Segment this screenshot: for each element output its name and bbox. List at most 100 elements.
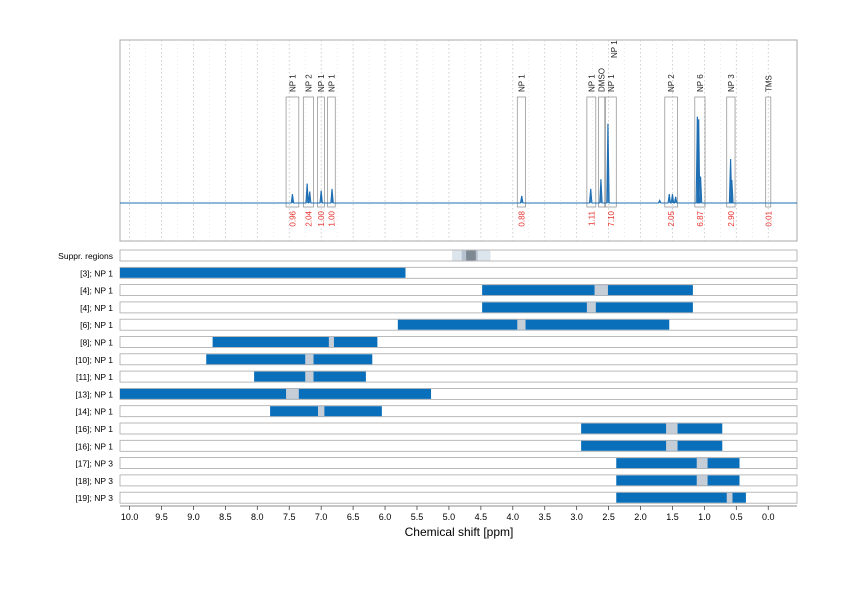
peak-region-label: NP 3 xyxy=(727,74,736,92)
range-row-frame xyxy=(119,422,798,435)
x-tick-label: 3.5 xyxy=(538,512,551,522)
peak-region-box xyxy=(694,96,706,208)
range-row-label: [14]; NP 1 xyxy=(75,407,113,417)
peak-region-label: NP 1 xyxy=(587,74,596,92)
x-tick-label: 4.0 xyxy=(507,512,520,522)
range-bar-gap xyxy=(666,423,678,434)
peak-region-box xyxy=(317,96,325,208)
peak-region-label: NP 6 xyxy=(696,74,705,92)
x-tick-label: 7.5 xyxy=(283,512,296,522)
x-tick-label: 3.0 xyxy=(570,512,583,522)
x-tick-label: 6.5 xyxy=(347,512,360,522)
x-tick-label: 2.0 xyxy=(634,512,647,522)
peak-region-box xyxy=(516,96,526,208)
range-row-frame xyxy=(119,457,798,470)
integral-value: 2.90 xyxy=(727,210,736,226)
peak-region-box xyxy=(327,96,336,208)
range-bar-gap xyxy=(286,388,299,399)
range-row-frame xyxy=(119,301,798,314)
x-axis: 10.0 9.5 9.0 8.5 8.0 7.5 7.0 6.5 6.0 5.5 5.0 4.5 4.0… xyxy=(120,505,797,522)
x-tick-label: 0.0 xyxy=(762,512,775,522)
range-bar-gap xyxy=(726,492,733,503)
integral-value: 6.87 xyxy=(696,210,705,226)
peak-region-label: NP 2 xyxy=(304,74,313,92)
range-bar xyxy=(270,406,382,417)
range-row-label: [6]; NP 1 xyxy=(80,320,113,330)
range-bar-gap xyxy=(594,285,608,296)
range-bar xyxy=(120,388,432,399)
range-bar xyxy=(581,440,723,451)
range-bar xyxy=(482,285,693,296)
range-bar-gap xyxy=(328,337,334,347)
integral-value: 2.05 xyxy=(667,210,676,226)
range-bar xyxy=(616,458,740,469)
peak-region-label: NP 1 xyxy=(317,74,326,92)
integral-value: 1.00 xyxy=(327,210,336,226)
integral-value: 7.10 xyxy=(607,210,616,226)
peak-region-label: DMSO xyxy=(598,68,607,92)
range-row-label: [8]; NP 1 xyxy=(80,338,113,348)
x-tick-label: 1.0 xyxy=(698,512,711,522)
range-bar-gap xyxy=(305,354,314,365)
range-row-frame xyxy=(119,353,798,366)
range-row-label: [11]; NP 1 xyxy=(76,372,113,382)
range-row-label: [3]; NP 1 xyxy=(80,268,113,278)
range-bar-gap xyxy=(696,475,708,486)
range-bar-gap xyxy=(305,371,314,382)
range-row-label: [16]; NP 1 xyxy=(75,441,113,451)
x-tick-label: 8.0 xyxy=(251,512,264,522)
range-row-label: [4]; NP 1 xyxy=(80,286,113,296)
range-row-label: [19]; NP 3 xyxy=(75,493,113,503)
peak-region-box xyxy=(664,96,678,208)
x-tick-label: 8.5 xyxy=(219,512,232,522)
range-bar xyxy=(397,319,670,330)
suppressed-region-core xyxy=(466,250,476,261)
peak-region-label: NP 1 xyxy=(517,74,526,92)
range-row-frame xyxy=(119,405,798,418)
x-tick-label: 1.5 xyxy=(666,512,679,522)
x-tick-label: 9.5 xyxy=(155,512,168,522)
range-row-label: [13]; NP 1 xyxy=(75,389,113,399)
range-bar xyxy=(206,354,373,365)
integral-value: 1.11 xyxy=(587,210,596,226)
spectrum-line xyxy=(120,116,797,204)
range-bar-gap xyxy=(666,440,678,451)
peak-region-box xyxy=(598,96,606,208)
peak-region-box xyxy=(302,96,314,208)
peak-region-label: NP 1 xyxy=(607,74,616,92)
range-row-frame xyxy=(119,336,798,348)
peak-region-box xyxy=(605,96,617,208)
integral-value: 1.00 xyxy=(317,210,326,226)
x-tick-label: 5.5 xyxy=(411,512,424,522)
peak-region-label: TMS xyxy=(764,75,773,92)
x-tick-label: 6.0 xyxy=(379,512,392,522)
integral-value: 0.88 xyxy=(517,210,526,226)
range-bar-gap xyxy=(517,319,526,330)
range-row-frame xyxy=(119,491,798,504)
integral-value: 0.01 xyxy=(764,210,773,226)
range-row-frame xyxy=(119,284,798,297)
range-bar-gap xyxy=(317,406,325,417)
range-row-label: [18]; NP 3 xyxy=(75,476,113,486)
range-bar xyxy=(120,267,406,278)
x-axis-label: Chemical shift [ppm] xyxy=(405,525,514,539)
x-tick-label: 10.0 xyxy=(121,512,139,522)
x-tick-label: 4.5 xyxy=(475,512,488,522)
spectrum-frame xyxy=(119,39,798,242)
range-row-label: [17]; NP 3 xyxy=(75,459,113,469)
peak-region-box xyxy=(765,96,772,208)
range-bar xyxy=(616,475,740,486)
range-row-label: [16]; NP 1 xyxy=(75,424,113,434)
integral-value: 0.96 xyxy=(288,210,297,226)
x-tick-label: 0.5 xyxy=(730,512,743,522)
peak-region-box xyxy=(586,96,597,208)
integral-value: 2.04 xyxy=(304,210,313,226)
range-bar xyxy=(616,492,746,503)
x-tick-label: 2.5 xyxy=(602,512,615,522)
range-rows-panel: Suppr. regions [3]; NP 1 [4]; NP 1 [4]; NP … xyxy=(58,249,798,504)
peak-region-label: NP 1 xyxy=(327,74,336,92)
x-tick-label: 5.0 xyxy=(443,512,456,522)
suppressed-regions-label: Suppr. regions xyxy=(58,251,113,261)
peak-region-box xyxy=(285,96,300,208)
peak-region-label: NP 2 xyxy=(667,74,676,92)
